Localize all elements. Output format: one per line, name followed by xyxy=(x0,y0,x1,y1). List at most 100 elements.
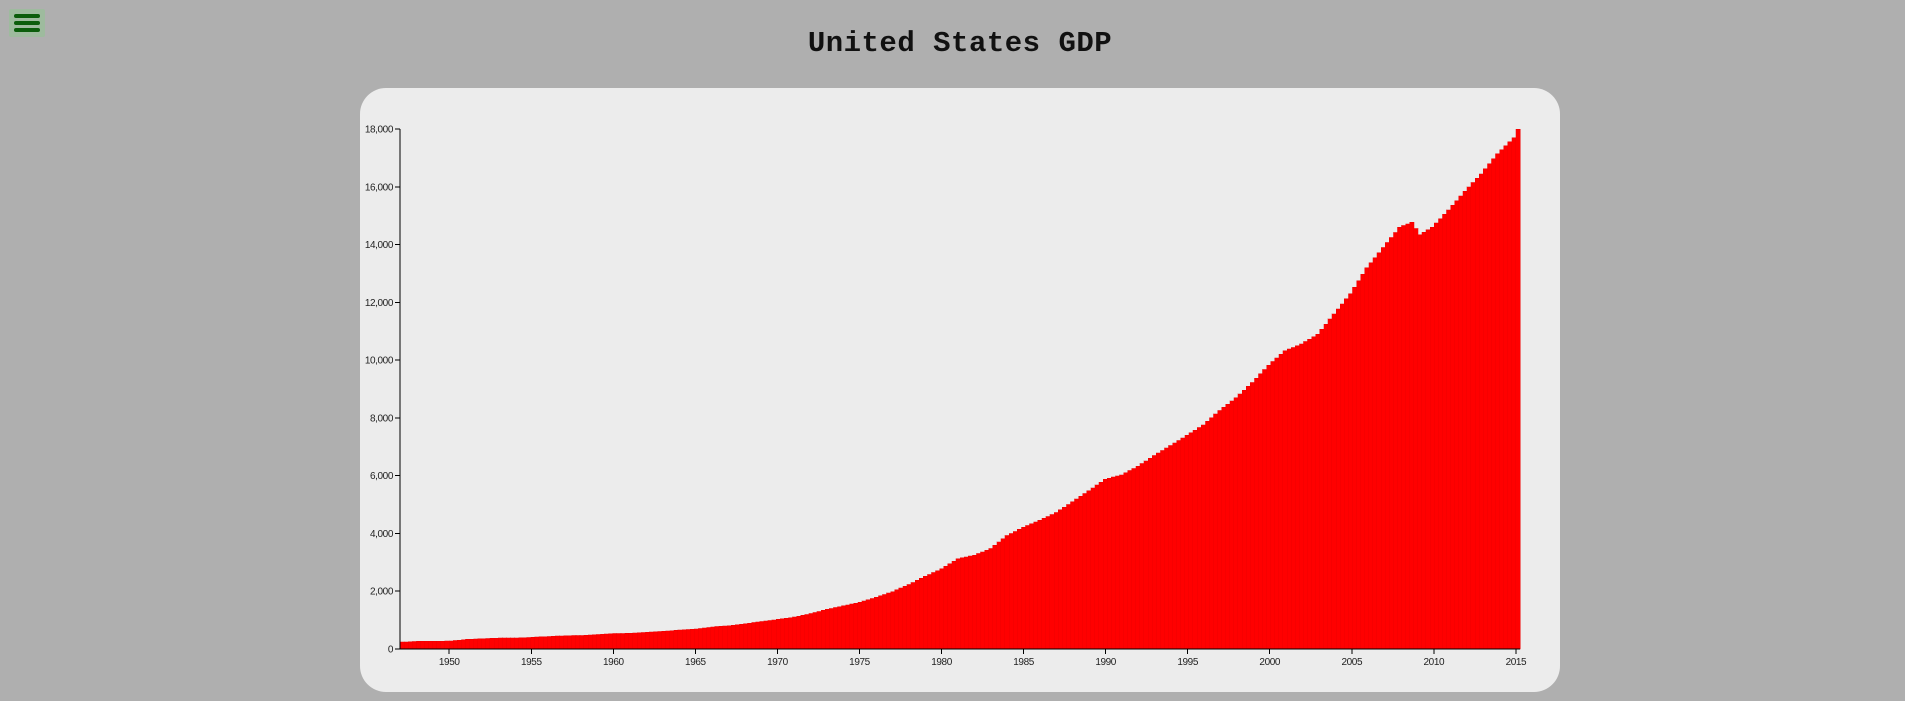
gdp-bar xyxy=(1319,328,1325,650)
hamburger-menu-icon-bar xyxy=(14,28,40,32)
gdp-bar xyxy=(403,641,409,650)
gdp-bar xyxy=(800,615,806,650)
gdp-bar xyxy=(669,630,675,650)
gdp-bar xyxy=(1368,262,1374,650)
gdp-bar xyxy=(1147,457,1153,650)
gdp-bar xyxy=(1111,476,1116,650)
x-tick-label: 1965 xyxy=(685,657,706,668)
gdp-bar xyxy=(1135,466,1141,650)
hamburger-menu-button[interactable] xyxy=(9,9,45,37)
gdp-bar xyxy=(493,637,499,650)
gdp-bar xyxy=(1327,318,1333,650)
gdp-bar xyxy=(1495,153,1501,650)
gdp-bar xyxy=(1331,313,1337,650)
gdp-bar xyxy=(796,615,802,650)
gdp-bar xyxy=(1225,403,1231,650)
gdp-bar xyxy=(1421,232,1427,650)
gdp-bar xyxy=(935,570,941,650)
gdp-bar xyxy=(1045,516,1051,650)
gdp-bar xyxy=(1217,410,1223,650)
gdp-bar xyxy=(473,638,479,650)
gdp-bar xyxy=(1384,242,1390,650)
gdp-bar-chart: 0 2,000 4,000 6,000 8,000 10,000 12,000 14,000 1… xyxy=(365,125,1528,669)
gdp-bar xyxy=(755,621,761,650)
x-axis: 1950 1955 1960 1965 1970 1975 1980 1985 1990 1995… xyxy=(400,648,1527,668)
gdp-bar xyxy=(1143,460,1149,650)
gdp-bar xyxy=(1115,475,1120,650)
gdp-bar xyxy=(677,629,683,650)
x-tick-label: 1955 xyxy=(521,657,542,668)
gdp-bar xyxy=(1029,523,1035,650)
gdp-bar xyxy=(600,634,605,650)
gdp-bar xyxy=(1454,200,1460,650)
y-tick-label: 8,000 xyxy=(370,413,394,424)
gdp-bar xyxy=(857,602,863,650)
gdp-bar xyxy=(1462,190,1468,650)
gdp-bar xyxy=(514,637,520,650)
gdp-bar xyxy=(1413,228,1419,650)
gdp-bar xyxy=(1160,450,1165,650)
x-tick-label: 2015 xyxy=(1506,657,1527,668)
gdp-bar xyxy=(1082,493,1088,650)
gdp-bar xyxy=(636,632,642,650)
gdp-bar xyxy=(743,623,748,650)
gdp-bar xyxy=(1483,168,1488,650)
gdp-bar xyxy=(931,572,936,650)
gdp-bar xyxy=(865,599,871,650)
gdp-bar xyxy=(1507,141,1513,650)
gdp-bar xyxy=(1213,413,1218,650)
gdp-bar xyxy=(947,563,953,650)
gdp-bar xyxy=(845,604,851,650)
gdp-bar xyxy=(898,587,904,650)
gdp-bar xyxy=(1192,429,1198,650)
gdp-bar xyxy=(412,641,417,650)
x-tick-label: 2000 xyxy=(1259,657,1280,668)
hamburger-menu-icon-bar xyxy=(14,21,40,25)
gdp-bar xyxy=(1290,347,1296,650)
gdp-bar xyxy=(747,622,753,650)
gdp-bar xyxy=(465,639,470,650)
gdp-bar xyxy=(432,641,438,650)
x-tick-label: 2005 xyxy=(1341,657,1362,668)
gdp-bar xyxy=(1446,209,1451,650)
gdp-bar xyxy=(575,635,581,650)
gdp-bar xyxy=(510,637,515,650)
gdp-bar xyxy=(1172,442,1178,650)
gdp-bar xyxy=(775,619,781,650)
gdp-bar xyxy=(555,635,560,650)
gdp-bar xyxy=(399,641,405,650)
gdp-bar xyxy=(874,596,879,650)
gdp-bar xyxy=(722,625,728,650)
gdp-bar xyxy=(963,556,969,650)
gdp-bar xyxy=(522,637,528,650)
gdp-bar xyxy=(1470,182,1476,650)
gdp-bar xyxy=(1205,421,1210,650)
gdp-bar xyxy=(571,635,577,650)
gdp-bar xyxy=(596,634,601,650)
gdp-bar xyxy=(1360,274,1366,650)
gdp-bar xyxy=(1340,303,1345,650)
gdp-bar xyxy=(812,612,818,650)
gdp-bar xyxy=(976,553,981,650)
y-tick-label: 12,000 xyxy=(365,298,394,309)
gdp-bar xyxy=(526,637,532,650)
gdp-bar xyxy=(894,589,900,650)
gdp-bar xyxy=(1425,229,1431,650)
gdp-bar xyxy=(792,616,797,650)
x-tick-label: 1980 xyxy=(931,657,952,668)
gdp-bar xyxy=(1372,257,1378,650)
gdp-bar xyxy=(804,614,810,650)
gdp-bar xyxy=(567,635,573,650)
gdp-bar xyxy=(837,606,842,650)
gdp-bar xyxy=(1282,350,1288,650)
gdp-bar xyxy=(416,641,421,650)
gdp-bar xyxy=(559,635,564,650)
gdp-bar xyxy=(1123,472,1129,650)
gdp-bar xyxy=(829,608,834,650)
gdp-bar xyxy=(681,629,687,650)
gdp-bar xyxy=(538,636,544,650)
gdp-bar xyxy=(481,638,487,650)
gdp-bar xyxy=(869,598,875,650)
gdp-bar xyxy=(1233,397,1239,650)
x-tick-label: 1970 xyxy=(767,657,788,668)
